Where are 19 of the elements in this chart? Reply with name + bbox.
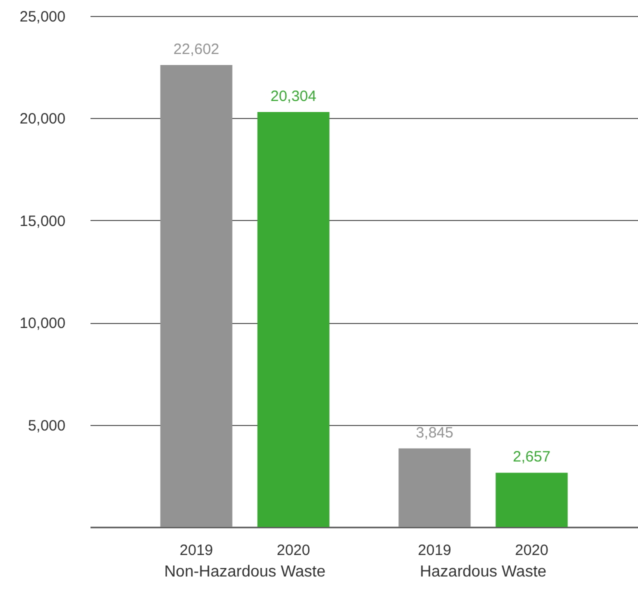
data-label: 3,845 (416, 424, 454, 442)
text: 2019 (418, 542, 452, 559)
bar (398, 448, 471, 527)
y-tick-label: 25,000 (20, 8, 66, 26)
y-tick-label: 10,000 (20, 315, 66, 332)
data-label: 20,304 (270, 88, 316, 105)
bar (160, 65, 232, 527)
bar (257, 112, 330, 527)
y-tick-label: 15,000 (20, 212, 66, 230)
series-label: 2020 (276, 542, 310, 559)
y-tick-label: 20,000 (20, 110, 66, 128)
text: 2020 (514, 542, 548, 559)
data-label: 2,657 (512, 448, 550, 466)
x-tick-label: Hazardous Waste (420, 564, 547, 580)
y-tick-label: 5,000 (28, 417, 66, 434)
data-label: 22,602 (173, 41, 220, 58)
x-tick-label: Non-Hazardous Waste (164, 564, 326, 580)
bar (496, 472, 568, 527)
series-label: 2019 (180, 542, 214, 559)
